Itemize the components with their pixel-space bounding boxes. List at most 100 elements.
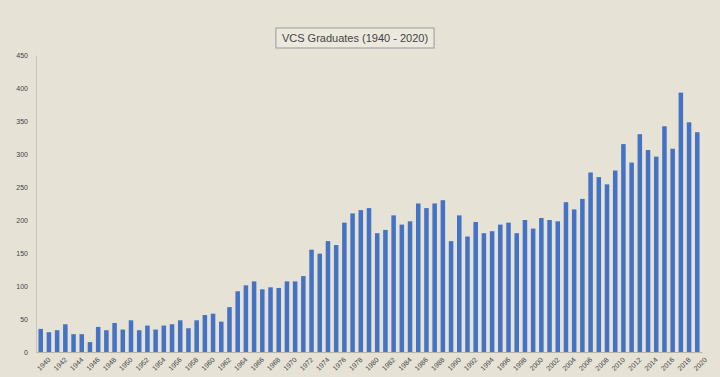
x-tick: 2012: [627, 352, 643, 372]
bar: [367, 208, 372, 352]
x-tick: 2020: [692, 352, 708, 372]
x-tick-label: 1960: [200, 356, 216, 372]
bar: [391, 215, 396, 352]
x-tick: 1984: [397, 352, 413, 372]
x-tick-label: 1982: [380, 356, 396, 372]
x-tick: 1940: [36, 352, 52, 372]
x-tick-label: 1978: [348, 356, 364, 372]
y-tick-label: 450: [16, 52, 28, 59]
bar: [473, 222, 478, 352]
x-tick-label: 1958: [184, 356, 200, 372]
bar: [638, 134, 643, 352]
bar: [121, 330, 126, 352]
x-tick-label: 1950: [118, 356, 134, 372]
bar: [662, 126, 667, 352]
x-tick-label: 1990: [446, 356, 462, 372]
bar: [38, 329, 43, 352]
bar: [514, 233, 519, 352]
bar: [260, 289, 265, 352]
x-tick-label: 1944: [69, 356, 85, 372]
x-tick: 1942: [52, 352, 68, 372]
bar: [137, 330, 142, 352]
y-tick-label: 400: [16, 85, 28, 92]
x-tick: 1974: [315, 352, 331, 372]
bar: [211, 314, 216, 352]
bar: [424, 208, 429, 352]
x-tick: 1958: [184, 352, 200, 372]
x-tick: 2018: [676, 352, 692, 372]
x-tick-label: 1966: [249, 356, 265, 372]
x-tick: 1954: [151, 352, 167, 372]
x-tick-label: 2018: [676, 356, 692, 372]
x-tick-label: 2000: [528, 356, 544, 372]
bar: [605, 184, 610, 352]
bar: [449, 241, 454, 352]
bar: [523, 220, 528, 352]
bar: [687, 122, 692, 352]
x-tick: 1966: [249, 352, 265, 372]
bar: [679, 93, 684, 352]
y-tick: 50: [20, 316, 36, 323]
bar: [162, 326, 167, 352]
bar: [178, 320, 183, 352]
bar: [318, 254, 323, 352]
x-tick-label: 2004: [561, 356, 577, 372]
y-tick-label: 350: [16, 118, 28, 125]
bar: [104, 330, 109, 352]
x-tick: 1996: [495, 352, 511, 372]
x-tick: 2000: [528, 352, 544, 372]
bar: [293, 281, 298, 352]
bar: [441, 200, 446, 352]
x-tick: 1962: [216, 352, 232, 372]
bar: [309, 250, 314, 352]
x-tick-label: 2014: [643, 356, 659, 372]
bar: [301, 276, 306, 352]
x-tick-label: 1956: [167, 356, 183, 372]
x-tick: 2010: [610, 352, 626, 372]
x-tick: 2014: [643, 352, 659, 372]
bar: [375, 233, 380, 352]
bar: [129, 320, 134, 352]
y-tick: 0: [24, 349, 36, 356]
x-tick-label: 2006: [577, 356, 593, 372]
bar: [547, 220, 552, 352]
bar: [432, 204, 437, 353]
x-tick: 1956: [167, 352, 183, 372]
x-tick-label: 1998: [512, 356, 528, 372]
y-tick-label: 300: [16, 151, 28, 158]
bar: [112, 323, 117, 352]
x-tick: 1964: [233, 352, 249, 372]
x-tick-label: 1948: [101, 356, 117, 372]
bar: [629, 163, 634, 352]
y-tick-label: 50: [20, 316, 28, 323]
bar: [47, 332, 52, 352]
x-tick-label: 1954: [151, 356, 167, 372]
bar: [572, 209, 577, 352]
bar: [334, 245, 339, 352]
x-tick: 2016: [660, 352, 676, 372]
bar: [342, 223, 347, 352]
bar: [203, 315, 208, 352]
bar: [71, 334, 76, 352]
bar: [465, 237, 470, 353]
x-tick: 1952: [134, 352, 150, 372]
bar: [55, 330, 60, 352]
x-tick: 1990: [446, 352, 462, 372]
bar: [170, 324, 175, 352]
background: [0, 0, 720, 377]
y-tick: 350: [16, 118, 36, 125]
bar: [285, 281, 290, 352]
bar: [588, 172, 593, 352]
y-tick-label: 0: [24, 349, 28, 356]
x-tick: 1982: [380, 352, 396, 372]
bar: [268, 287, 273, 352]
x-tick: 1972: [298, 352, 314, 372]
x-tick: 1988: [430, 352, 446, 372]
bar: [276, 288, 281, 352]
x-tick: 1960: [200, 352, 216, 372]
title-frame: [276, 28, 434, 48]
x-tick-label: 1940: [36, 356, 52, 372]
bar: [79, 334, 84, 352]
bar: [408, 221, 413, 352]
x-tick: 1994: [479, 352, 495, 372]
